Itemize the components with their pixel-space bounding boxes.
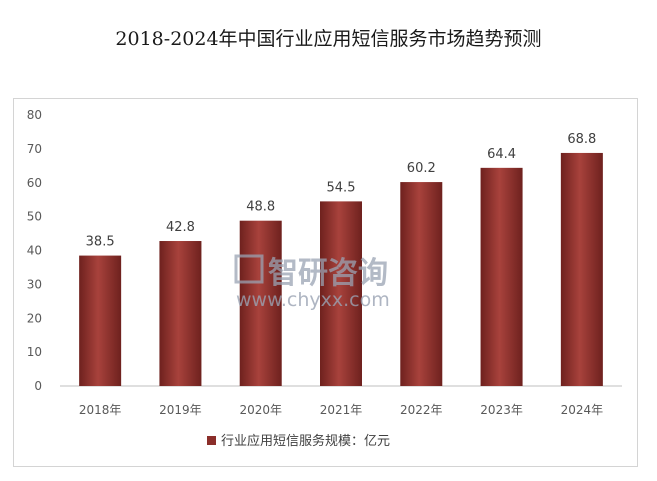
bar bbox=[560, 152, 603, 386]
y-tick-label: 0 bbox=[34, 379, 42, 393]
bar bbox=[159, 241, 202, 386]
y-tick-label: 70 bbox=[27, 142, 42, 156]
y-tick-label: 60 bbox=[27, 176, 42, 190]
chart-title: 2018-2024年中国行业应用短信服务市场趋势预测 bbox=[115, 28, 542, 50]
data-label: 48.8 bbox=[246, 200, 275, 215]
bar bbox=[79, 255, 122, 386]
watermark: 智研咨询 www.chyxx.com bbox=[234, 254, 390, 311]
watermark-url: www.chyxx.com bbox=[236, 289, 390, 311]
legend-swatch bbox=[207, 436, 216, 445]
legend-label: 行业应用短信服务规模：亿元 bbox=[221, 433, 390, 449]
data-label: 38.5 bbox=[86, 235, 115, 250]
x-tick-label: 2024年 bbox=[561, 403, 604, 417]
watermark-logo bbox=[234, 254, 264, 284]
data-label: 42.8 bbox=[166, 220, 195, 235]
bar bbox=[480, 167, 523, 386]
y-tick-label: 40 bbox=[27, 244, 42, 258]
data-label: 68.8 bbox=[567, 132, 596, 147]
data-label: 60.2 bbox=[407, 161, 436, 176]
y-tick-label: 10 bbox=[27, 345, 42, 359]
y-tick-label: 30 bbox=[27, 277, 42, 291]
bar bbox=[400, 182, 443, 386]
x-tick-label: 2019年 bbox=[159, 403, 202, 417]
x-tick-label: 2021年 bbox=[320, 403, 363, 417]
bar bbox=[239, 220, 282, 386]
y-tick-label: 50 bbox=[27, 210, 42, 224]
y-tick-label: 80 bbox=[27, 108, 42, 122]
x-tick-label: 2018年 bbox=[79, 403, 122, 417]
legend: 行业应用短信服务规模：亿元 bbox=[207, 433, 390, 449]
data-label: 64.4 bbox=[487, 147, 516, 162]
y-tick-label: 20 bbox=[27, 311, 42, 325]
watermark-brand: 智研咨询 bbox=[268, 256, 388, 291]
x-tick-label: 2023年 bbox=[480, 403, 523, 417]
bar bbox=[320, 201, 362, 386]
data-label: 54.5 bbox=[327, 180, 356, 195]
x-tick-label: 2020年 bbox=[239, 403, 282, 417]
x-tick-label: 2022年 bbox=[400, 403, 443, 417]
